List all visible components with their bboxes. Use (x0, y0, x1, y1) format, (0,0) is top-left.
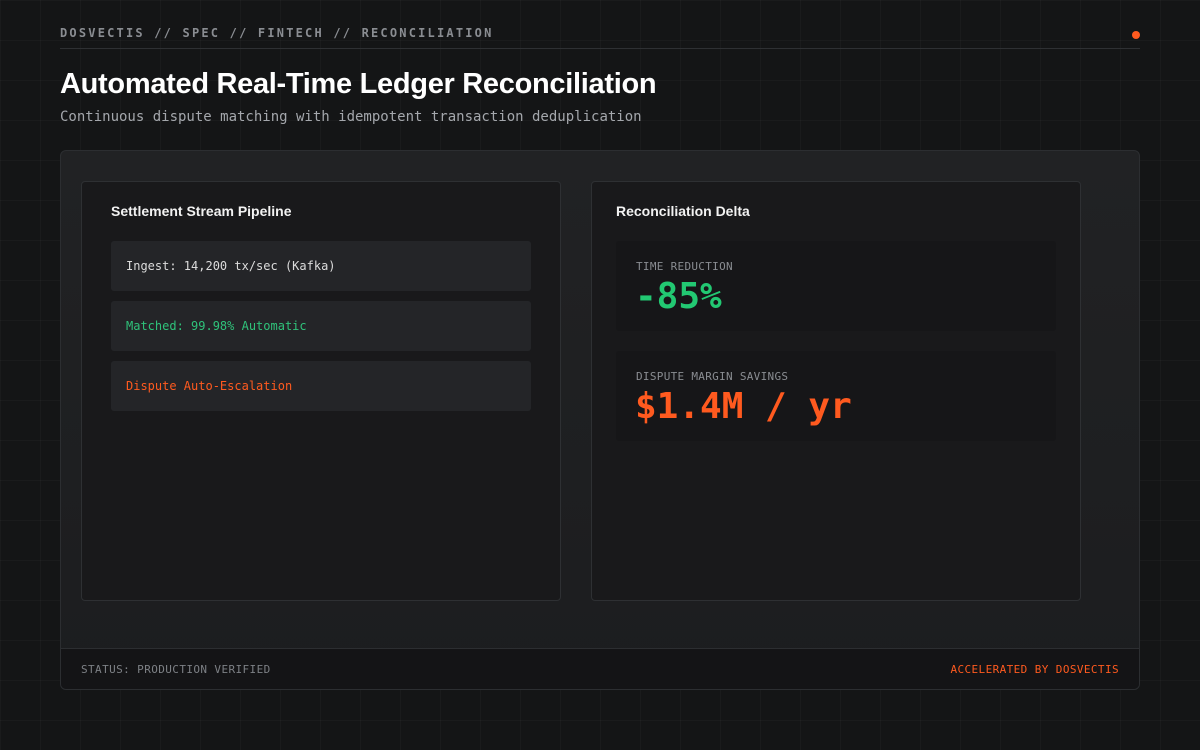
delta-title: Reconciliation Delta (616, 203, 750, 219)
pipeline-panel: Settlement Stream Pipeline Ingest: 14,20… (81, 181, 561, 601)
pipeline-title: Settlement Stream Pipeline (111, 203, 292, 219)
top-bar: DOSVECTIS // SPEC // FINTECH // RECONCIL… (60, 0, 1140, 49)
card-footer: STATUS: PRODUCTION VERIFIED ACCELERATED … (61, 648, 1139, 689)
metric-dispute-savings: DISPUTE MARGIN SAVINGS $1.4M / yr (616, 351, 1056, 441)
pipeline-row-dispute: Dispute Auto-Escalation (111, 361, 531, 411)
status-text: STATUS: PRODUCTION VERIFIED (81, 663, 271, 676)
spec-card: Settlement Stream Pipeline Ingest: 14,20… (60, 150, 1140, 690)
breadcrumb: DOSVECTIS // SPEC // FINTECH // RECONCIL… (60, 26, 494, 40)
pipeline-row-ingest: Ingest: 14,200 tx/sec (Kafka) (111, 241, 531, 291)
metric-value: $1.4M / yr (635, 386, 852, 427)
credit-text: ACCELERATED BY DOSVECTIS (950, 663, 1119, 676)
metric-label: DISPUTE MARGIN SAVINGS (636, 370, 789, 383)
metric-label: TIME REDUCTION (636, 260, 733, 273)
page-title: Automated Real-Time Ledger Reconciliatio… (60, 68, 657, 100)
delta-panel: Reconciliation Delta TIME REDUCTION -85%… (591, 181, 1081, 601)
page-subtitle: Continuous dispute matching with idempot… (60, 109, 642, 125)
metric-value: -85% (635, 276, 722, 317)
status-dot-icon (1132, 31, 1140, 39)
pipeline-row-matched: Matched: 99.98% Automatic (111, 301, 531, 351)
metric-time-reduction: TIME REDUCTION -85% (616, 241, 1056, 331)
